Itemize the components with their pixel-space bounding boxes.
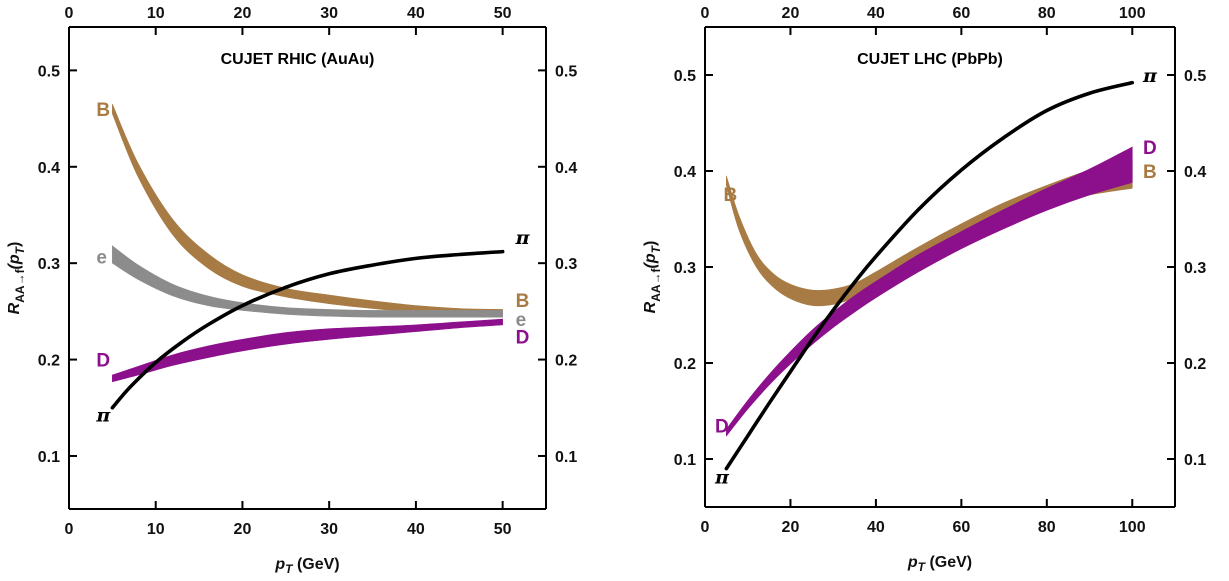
y-tick-label-left: 0.3 — [38, 256, 60, 273]
x-tick-label-top: 0 — [701, 5, 710, 22]
series-label-left: D — [96, 351, 110, 372]
x-tick-label-bottom: 30 — [320, 521, 338, 538]
y-tick-label-left: 0.4 — [38, 160, 60, 177]
y-tick-label-right: 0.1 — [555, 449, 577, 466]
series-label-left: e — [96, 247, 107, 268]
series-label-right: D — [516, 327, 530, 348]
y-axis-label: RAA→f(pT) — [6, 242, 27, 315]
series-label-right: e — [516, 310, 527, 331]
x-tick-label-bottom: 0 — [65, 521, 74, 538]
x-tick-label-bottom: 10 — [147, 521, 165, 538]
series-label-right: π — [1142, 65, 1158, 87]
y-tick-label-right: 0.2 — [555, 353, 577, 370]
y-tick-label-right: 0.5 — [555, 63, 577, 80]
series-label-left: π — [714, 466, 730, 488]
y-tick-label-right: 0.4 — [555, 160, 577, 177]
series-band-D — [112, 318, 503, 383]
y-tick-label-left: 0.2 — [674, 356, 696, 373]
y-axis-label: RAA→f(pT) — [642, 241, 663, 314]
y-tick-label-left: 0.3 — [674, 260, 696, 277]
series-label-right: B — [1143, 162, 1157, 183]
x-tick-label-bottom: 80 — [1038, 519, 1056, 536]
series-label-left: π — [95, 405, 111, 427]
x-axis-label: pT (GeV) — [907, 554, 972, 574]
chart-panel-1: 0 0 10 10 20 20 30 30 40 40 50 50 0.1 0.1 0.2 0.2 0.3 0.3… — [6, 5, 577, 576]
y-tick-label-left: 0.5 — [38, 63, 60, 80]
x-tick-label-top: 50 — [494, 5, 512, 22]
x-tick-label-top: 60 — [952, 5, 970, 22]
y-tick-label-right: 0.4 — [1184, 164, 1206, 181]
series-label-left: B — [724, 185, 738, 206]
x-tick-label-top: 40 — [407, 5, 425, 22]
y-tick-label-left: 0.1 — [674, 452, 696, 469]
x-tick-label-bottom: 20 — [234, 521, 252, 538]
series-band-D — [726, 146, 1133, 437]
x-tick-label-top: 0 — [65, 5, 74, 22]
y-tick-label-left: 0.1 — [38, 449, 60, 466]
y-tick-label-left: 0.5 — [674, 68, 696, 85]
x-tick-label-bottom: 50 — [494, 521, 512, 538]
x-tick-label-bottom: 20 — [782, 519, 800, 536]
y-tick-label-right: 0.1 — [1184, 452, 1206, 469]
x-tick-label-bottom: 60 — [952, 519, 970, 536]
x-tick-label-top: 20 — [782, 5, 800, 22]
x-tick-label-bottom: 40 — [407, 521, 425, 538]
x-tick-label-top: 30 — [320, 5, 338, 22]
y-tick-label-right: 0.3 — [1184, 260, 1206, 277]
y-tick-label-right: 0.2 — [1184, 356, 1206, 373]
series-band-B — [726, 158, 1133, 307]
y-tick-label-left: 0.4 — [674, 164, 696, 181]
y-tick-label-left: 0.2 — [38, 353, 60, 370]
series-line-pi — [110, 249, 505, 410]
x-tick-label-bottom: 0 — [701, 519, 710, 536]
series-label-left: B — [96, 100, 110, 121]
x-axis-label: pT (GeV) — [274, 556, 339, 576]
y-tick-label-right: 0.5 — [1184, 68, 1206, 85]
x-tick-label-bottom: 100 — [1119, 519, 1146, 536]
series-label-right: π — [515, 227, 531, 249]
series-line-pi — [724, 80, 1135, 471]
x-tick-label-top: 40 — [867, 5, 885, 22]
x-tick-label-top: 80 — [1038, 5, 1056, 22]
chart-panel-2: 0 0 20 20 40 40 60 60 80 80 100 100 0.1 0.1 0.2 0.2 0.3 0… — [642, 5, 1206, 574]
x-tick-label-top: 100 — [1119, 5, 1146, 22]
x-tick-label-top: 20 — [234, 5, 252, 22]
series-label-right: D — [1143, 138, 1157, 159]
x-tick-label-bottom: 40 — [867, 519, 885, 536]
series-label-right: B — [516, 291, 530, 312]
series-band-e — [112, 245, 503, 318]
chart-title: CUJET RHIC (AuAu) — [221, 51, 375, 68]
chart-title: CUJET LHC (PbPb) — [857, 51, 1003, 68]
series-label-left: D — [715, 416, 729, 437]
x-tick-label-top: 10 — [147, 5, 165, 22]
y-tick-label-right: 0.3 — [555, 256, 577, 273]
